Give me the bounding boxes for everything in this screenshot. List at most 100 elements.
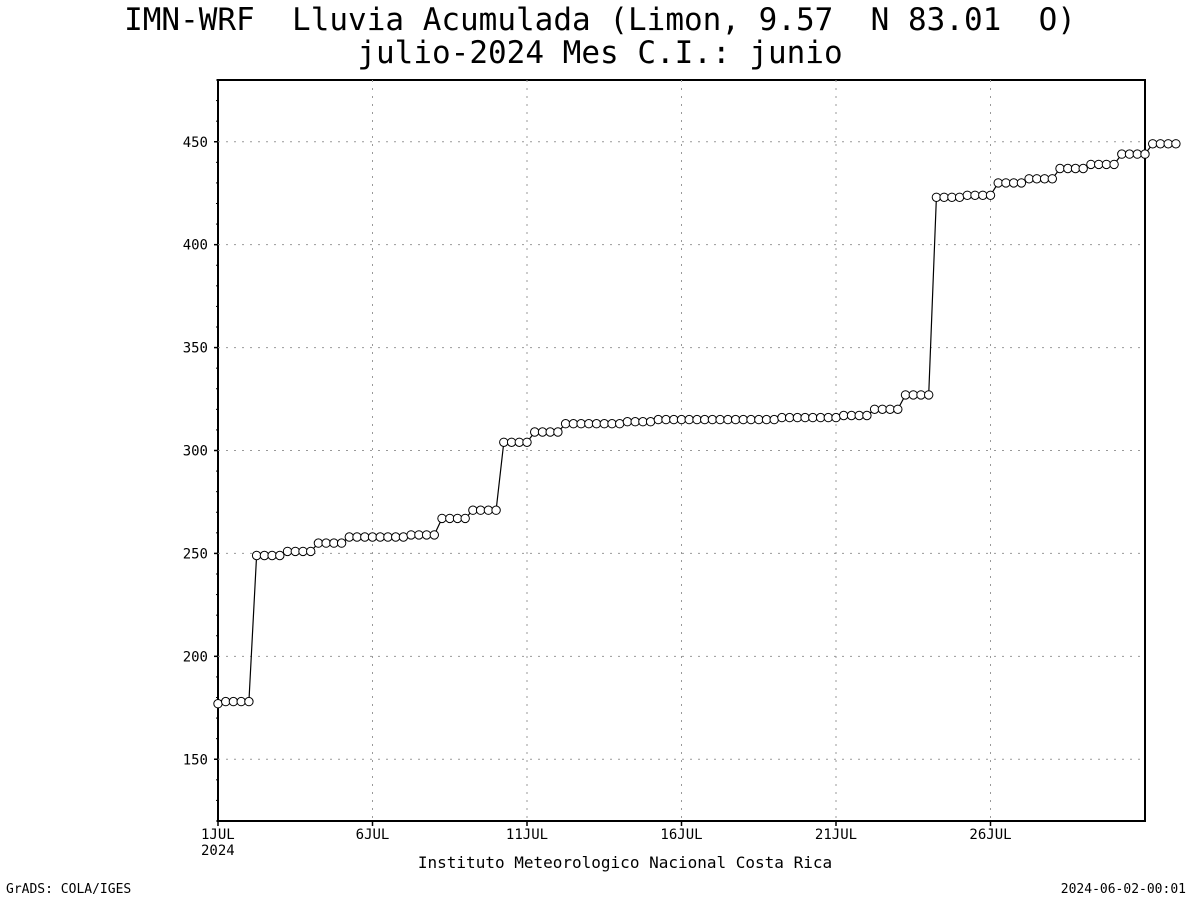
data-point bbox=[406, 530, 416, 540]
data-point bbox=[499, 437, 509, 447]
data-point bbox=[445, 513, 455, 524]
data-point bbox=[1109, 159, 1119, 170]
data-point bbox=[784, 412, 795, 423]
data-point bbox=[290, 546, 300, 557]
data-point bbox=[638, 417, 648, 427]
data-point bbox=[251, 550, 262, 561]
data-point bbox=[313, 538, 324, 548]
y-tick-label: 250 bbox=[183, 546, 208, 562]
data-point bbox=[808, 412, 818, 423]
data-point bbox=[916, 390, 926, 400]
data-point bbox=[700, 414, 710, 425]
data-point bbox=[530, 427, 540, 437]
data-point bbox=[483, 505, 494, 515]
data-point bbox=[869, 404, 880, 414]
x-tick-label: 11JUL bbox=[506, 827, 548, 843]
data-point bbox=[236, 696, 246, 707]
data-point bbox=[545, 427, 555, 437]
y-tick-label: 150 bbox=[183, 752, 208, 768]
plot-frame bbox=[217, 79, 1146, 822]
data-point bbox=[468, 505, 478, 515]
data-point bbox=[730, 414, 741, 425]
data-point bbox=[568, 419, 579, 429]
data-point bbox=[429, 530, 439, 540]
data-point bbox=[414, 530, 424, 540]
data-point bbox=[576, 419, 586, 429]
data-point bbox=[715, 414, 725, 425]
data-point bbox=[1016, 178, 1027, 188]
data-point bbox=[692, 414, 702, 425]
data-point bbox=[336, 538, 347, 548]
data-point bbox=[391, 532, 401, 542]
data-point bbox=[398, 532, 409, 542]
x-tick-label: 6JUL bbox=[356, 827, 390, 843]
data-point bbox=[383, 532, 393, 542]
data-point bbox=[506, 437, 517, 447]
data-point bbox=[1078, 163, 1088, 174]
data-point bbox=[437, 513, 447, 524]
data-point bbox=[823, 412, 833, 423]
data-point bbox=[514, 437, 524, 447]
data-point bbox=[985, 190, 996, 201]
data-point bbox=[615, 419, 625, 429]
y-tick-label: 300 bbox=[183, 444, 208, 460]
data-point bbox=[344, 532, 354, 542]
data-point bbox=[978, 190, 988, 201]
data-point bbox=[244, 696, 254, 707]
data-point bbox=[738, 414, 748, 425]
data-point bbox=[267, 550, 277, 561]
footer-right-timestamp: 2024-06-02-00:01 bbox=[1060, 882, 1186, 897]
data-point bbox=[1047, 174, 1058, 184]
data-point bbox=[754, 414, 764, 425]
data-point bbox=[800, 412, 810, 423]
data-point bbox=[1132, 149, 1143, 159]
data-point bbox=[221, 696, 231, 707]
data-point bbox=[321, 538, 331, 548]
data-point bbox=[475, 505, 486, 515]
data-point bbox=[746, 414, 756, 425]
data-point bbox=[684, 414, 694, 425]
data-point bbox=[1032, 174, 1042, 184]
data-point bbox=[298, 546, 308, 557]
data-point bbox=[522, 437, 532, 447]
y-tick-label: 350 bbox=[183, 341, 208, 357]
data-point bbox=[1063, 163, 1073, 174]
data-point bbox=[421, 530, 432, 540]
chart-subtitle: julio-2024 Mes C.I.: junio bbox=[357, 35, 843, 71]
data-point bbox=[1148, 139, 1158, 149]
data-point bbox=[1039, 174, 1050, 184]
data-point bbox=[661, 414, 671, 425]
data-point bbox=[1155, 139, 1166, 149]
data-point bbox=[1001, 178, 1011, 188]
data-point bbox=[375, 532, 385, 542]
data-point bbox=[607, 419, 617, 429]
data-point bbox=[669, 414, 679, 425]
data-point bbox=[352, 532, 362, 542]
data-point bbox=[723, 414, 733, 425]
x-tick-label: 1JUL bbox=[201, 827, 235, 843]
y-tick-label: 200 bbox=[183, 649, 208, 665]
data-point bbox=[599, 419, 609, 429]
chart-title: IMN-WRF Lluvia Acumulada (Limon, 9.57 N … bbox=[124, 2, 1076, 38]
data-point bbox=[970, 190, 980, 201]
data-point bbox=[1070, 163, 1081, 174]
data-point bbox=[282, 546, 293, 557]
data-point bbox=[885, 404, 895, 414]
x-tick-label: 21JUL bbox=[815, 827, 857, 843]
data-point bbox=[854, 410, 864, 421]
data-point bbox=[1009, 178, 1019, 188]
data-point bbox=[777, 412, 787, 423]
data-point bbox=[360, 532, 370, 542]
data-point bbox=[1024, 174, 1034, 184]
data-point bbox=[707, 414, 718, 425]
data-point bbox=[893, 404, 903, 414]
data-point bbox=[839, 410, 849, 421]
data-point bbox=[1055, 163, 1065, 174]
footer-left-credit: GrADS: COLA/IGES bbox=[6, 882, 132, 897]
data-point bbox=[591, 419, 602, 429]
data-point bbox=[993, 178, 1003, 188]
data-point bbox=[939, 192, 949, 203]
data-point bbox=[329, 538, 339, 548]
data-point bbox=[900, 390, 911, 400]
